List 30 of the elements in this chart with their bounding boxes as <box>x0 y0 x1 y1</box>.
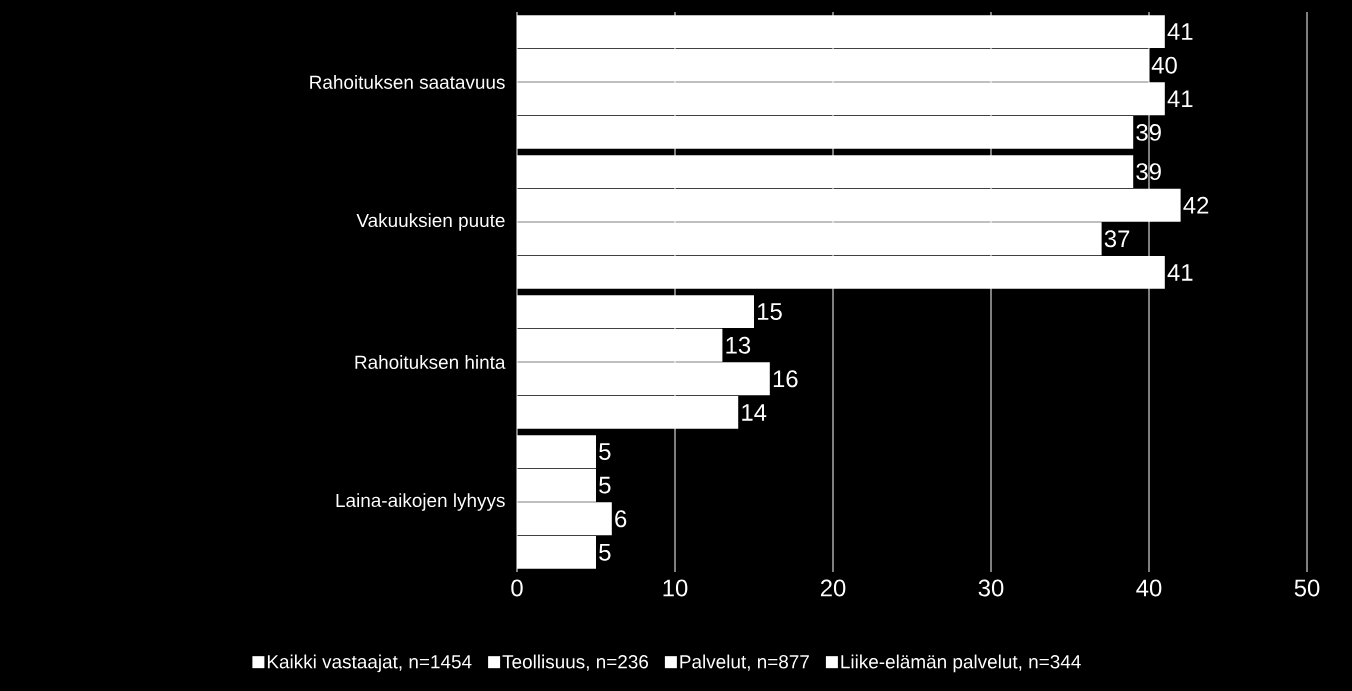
data-label: 14 <box>742 404 767 421</box>
x-tick-label: 30 <box>978 579 1004 597</box>
data-label: 15 <box>758 303 782 320</box>
y-tick-label: Rahoituksen saatavuus <box>310 75 505 89</box>
data-label: 42 <box>1183 196 1209 214</box>
data-label: 13 <box>726 336 751 354</box>
data-label: 5 <box>599 544 611 561</box>
data-label: 16 <box>773 370 798 388</box>
data-label: 6 <box>615 510 627 528</box>
data-label: 37 <box>1104 230 1130 248</box>
legend-label: Liike-elämän palvelut, n=344 <box>841 654 1081 673</box>
legend-label: Kaikki vastaajat, n=1454 <box>267 654 472 673</box>
x-tick-label: 50 <box>1294 579 1320 597</box>
x-tick-label: 20 <box>820 579 846 597</box>
x-tick-label: 10 <box>663 579 688 597</box>
x-tick-label: 0 <box>511 579 523 597</box>
data-label: 39 <box>1136 123 1161 141</box>
data-label: 5 <box>599 443 611 460</box>
data-label: 40 <box>1151 56 1177 74</box>
legend-label: Palvelut, n=877 <box>680 654 809 671</box>
y-tick-label: Vakuuksien puute <box>356 213 505 231</box>
x-tick-label: 40 <box>1136 579 1162 597</box>
data-label: 5 <box>599 476 611 494</box>
data-label: 41 <box>1167 90 1193 108</box>
data-label: 39 <box>1136 163 1161 181</box>
data-label: 41 <box>1167 264 1193 281</box>
data-label: 41 <box>1167 23 1193 40</box>
y-tick-label: Laina-aikojen lyhyys <box>336 493 505 511</box>
legend-label: Teollisuus, n=236 <box>502 654 649 671</box>
y-tick-label: Rahoituksen hinta <box>355 355 506 369</box>
